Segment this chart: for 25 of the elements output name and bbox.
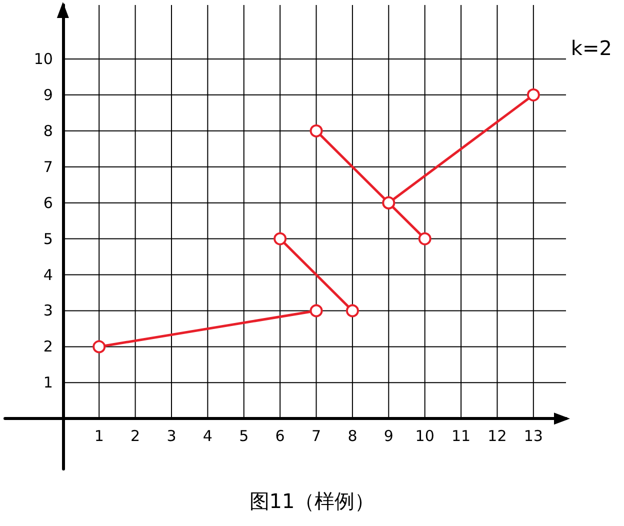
y-tick-label: 9 [43, 86, 53, 104]
y-tick-label: 1 [43, 374, 53, 392]
y-tick-label: 4 [43, 266, 53, 284]
x-tick-label: 5 [239, 427, 249, 446]
x-tick-label: 9 [384, 427, 394, 446]
y-tick-label: 3 [43, 302, 53, 320]
x-tick-label: 6 [275, 427, 285, 446]
text: k=2 [570, 36, 612, 60]
x-tick-label: 2 [130, 427, 140, 446]
x-tick-label: 3 [166, 427, 176, 446]
x-tick-label: 7 [311, 427, 322, 446]
text: 图11（样例） [249, 489, 375, 513]
x-tick-label: 13 [524, 427, 543, 446]
y-tick-label: 6 [43, 194, 53, 212]
x-tick-label: 12 [488, 427, 507, 446]
x-tick-label: 4 [202, 427, 212, 446]
x-tick-label: 8 [348, 427, 358, 446]
x-tick-label: 1 [94, 427, 104, 446]
x-tick-label: 10 [415, 427, 434, 446]
y-tick-label: 8 [43, 122, 53, 140]
x-tick-label: 11 [451, 427, 471, 446]
y-tick-label: 7 [43, 158, 53, 176]
y-tick-label: 10 [34, 50, 53, 68]
y-tick-label: 5 [43, 230, 53, 248]
y-tick-label: 2 [43, 338, 53, 356]
